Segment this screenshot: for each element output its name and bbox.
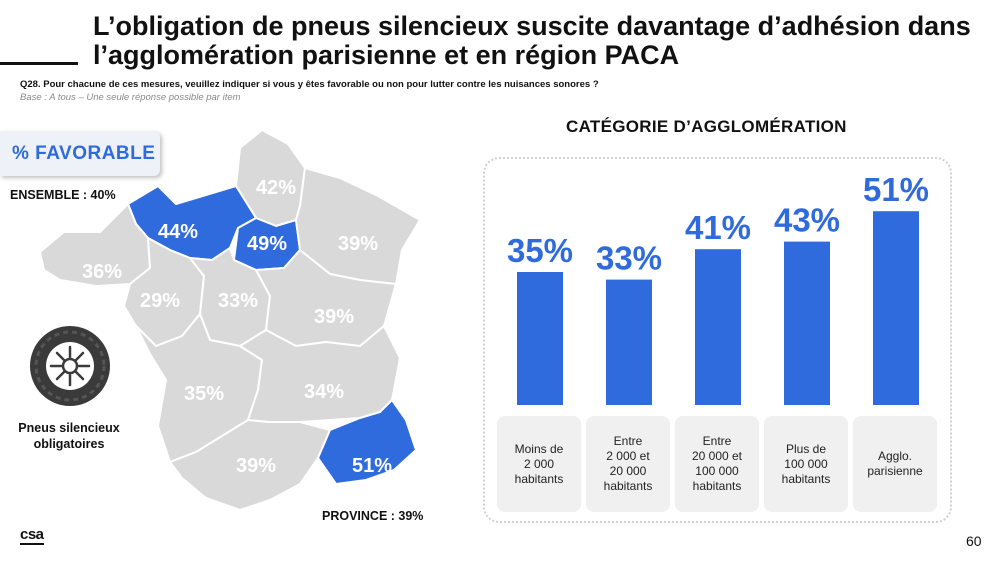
bar-2	[606, 279, 652, 405]
bar-1	[517, 272, 563, 405]
category-label-5: Agglo. parisienne	[853, 416, 937, 512]
bar-3	[695, 249, 741, 405]
csa-logo: csa	[20, 526, 44, 545]
map-label-paca: 51%	[352, 455, 392, 477]
tire-icon	[30, 326, 110, 406]
map-label-ile-de-france: 49%	[247, 233, 287, 255]
category-label-text: Agglo. parisienne	[867, 449, 923, 478]
region-paca	[317, 399, 417, 485]
bar-label-5: 51%	[863, 171, 929, 208]
region-occitanie	[169, 419, 331, 511]
tire-caption: Pneus silencieux obligatoires	[18, 421, 120, 451]
map-label-centre-val-de-loire: 33%	[218, 290, 258, 312]
category-label-4: Plus de 100 000 habitants	[764, 416, 848, 512]
page-title: L’obligation de pneus silencieux suscite…	[93, 11, 971, 70]
bar-label-3: 41%	[685, 209, 751, 246]
favorable-badge: % FAVORABLE	[0, 131, 160, 176]
map-label-hauts-de-france: 42%	[256, 177, 296, 199]
category-label-text: Entre 2 000 et 20 000 habitants	[603, 434, 653, 493]
bar-label-2: 33%	[596, 240, 662, 277]
chart-frame	[483, 157, 952, 523]
map-label-auvergne-rhone-alpes: 34%	[304, 381, 344, 403]
map-label-bourgogne-franche-comte: 39%	[314, 306, 354, 328]
france-map: 42% 44% 49% 39% 36% 29% 33% 39% 35% 34% …	[30, 129, 421, 511]
ensemble-score: ENSEMBLE : 40%	[10, 188, 116, 202]
favorable-label: % FAVORABLE	[12, 142, 156, 164]
category-label-text: Entre 20 000 et 100 000 habitants	[691, 434, 743, 493]
map-label-grand-est: 39%	[338, 233, 378, 255]
question-text: Q28. Pour chacune de ces mesures, veuill…	[20, 79, 599, 90]
province-score: PROVINCE : 39%	[322, 509, 424, 523]
map-label-pays-de-la-loire: 29%	[140, 290, 180, 312]
map-label-occitanie: 39%	[236, 455, 276, 477]
bar-label-4: 43%	[774, 202, 840, 239]
category-label-2: Entre 2 000 et 20 000 habitants	[586, 416, 670, 512]
base-text: Base : A tous – Une seule réponse possib…	[20, 92, 241, 103]
bar-chart: 35% 33% 41% 43% 51%	[507, 171, 929, 405]
map-label-normandie: 44%	[158, 221, 198, 243]
map-label-nouvelle-aquitaine: 35%	[184, 383, 224, 405]
bar-label-1: 35%	[507, 232, 573, 269]
category-label-3: Entre 20 000 et 100 000 habitants	[675, 416, 759, 512]
bar-5	[873, 211, 919, 405]
chart-title: CATÉGORIE D’AGGLOMÉRATION	[566, 117, 847, 136]
map-label-bretagne: 36%	[82, 261, 122, 283]
category-label-1: Moins de 2 000 habitants	[497, 416, 581, 512]
title-accent-bar	[0, 62, 78, 65]
bar-4	[784, 241, 830, 405]
category-label-text: Plus de 100 000 habitants	[781, 441, 831, 486]
category-label-text: Moins de 2 000 habitants	[514, 441, 564, 486]
page-number: 60	[966, 533, 982, 549]
